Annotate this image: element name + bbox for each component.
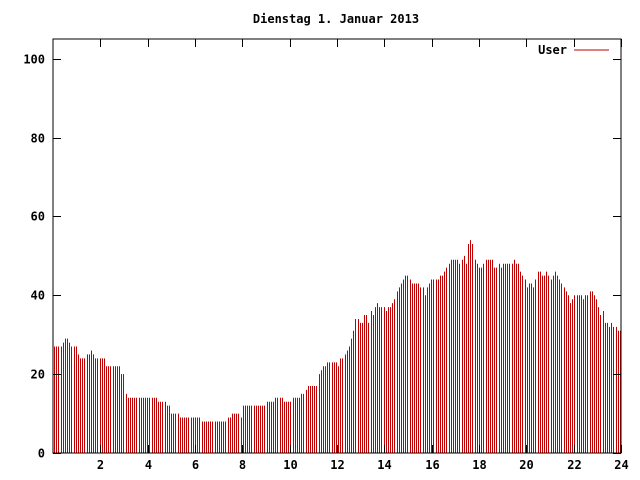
x-tick-label: 24 <box>614 458 628 472</box>
x-tick-label: 16 <box>425 458 439 472</box>
y-tick-label: 100 <box>23 53 45 67</box>
x-tick-label: 4 <box>145 458 152 472</box>
y-tick-label: 40 <box>31 289 45 303</box>
x-tick-label: 6 <box>192 458 199 472</box>
x-tick-label: 18 <box>472 458 486 472</box>
y-tick-label: 60 <box>31 210 45 224</box>
x-tick-label: 10 <box>283 458 297 472</box>
x-tick-label: 2 <box>97 458 104 472</box>
y-tick-label: 0 <box>38 447 45 461</box>
x-tick-label: 22 <box>567 458 581 472</box>
bars-group <box>54 240 621 453</box>
legend: User <box>538 43 609 57</box>
x-tick-label: 14 <box>377 458 391 472</box>
x-tick-label: 8 <box>239 458 246 472</box>
x-tick-label: 12 <box>330 458 344 472</box>
x-tick-label: 20 <box>519 458 533 472</box>
y-tick-label: 20 <box>31 368 45 382</box>
y-axis: 0 20 40 60 80 100 <box>23 53 621 461</box>
chart-title: Dienstag 1. Januar 2013 <box>253 12 419 26</box>
legend-label-user: User <box>538 43 567 57</box>
y-tick-label: 80 <box>31 132 45 146</box>
x-axis: 2 4 6 8 10 12 14 16 18 20 22 24 <box>97 39 629 472</box>
